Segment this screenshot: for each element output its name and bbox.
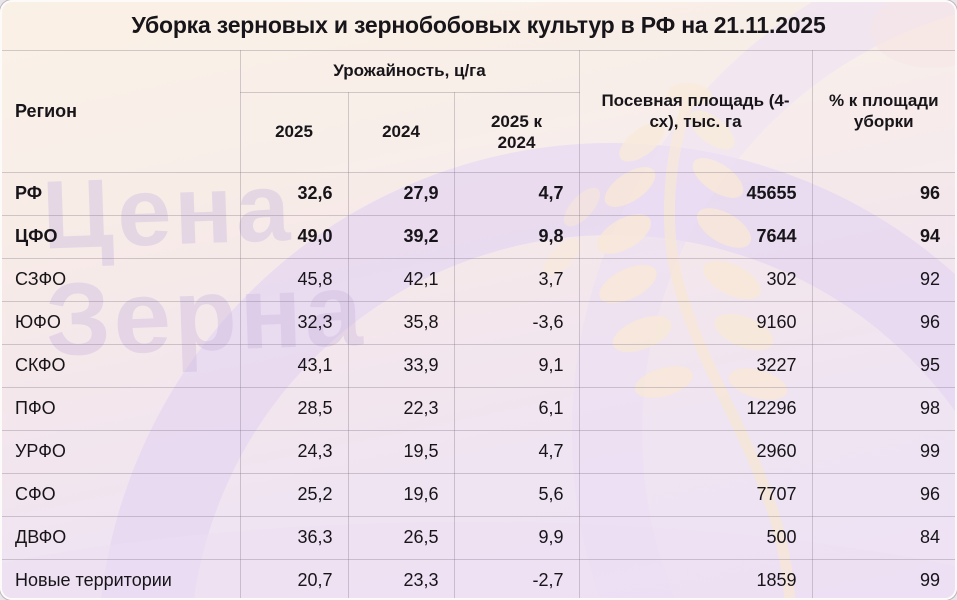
- yield-diff-cell: 9,8: [453, 214, 580, 259]
- column-header-pct: % к площади уборки: [811, 49, 955, 173]
- pct-cell: 92: [811, 257, 955, 302]
- pct-cell: 84: [811, 515, 955, 560]
- area-cell: 12296: [578, 386, 813, 431]
- area-cell: 9160: [578, 300, 813, 345]
- region-cell: УРФО: [2, 429, 241, 474]
- pct-cell: 99: [811, 429, 955, 474]
- yield-2025-cell: 49,0: [239, 214, 349, 259]
- yield-2024-cell: 39,2: [347, 214, 455, 259]
- region-cell: ДВФО: [2, 515, 241, 560]
- table-row: СФО 25,2 19,6 5,6 7707 96: [2, 472, 955, 517]
- area-cell: 500: [578, 515, 813, 560]
- column-header-region: Регион: [2, 49, 241, 173]
- yield-diff-cell: -3,6: [453, 300, 580, 345]
- area-cell: 45655: [578, 171, 813, 216]
- yield-2024-cell: 26,5: [347, 515, 455, 560]
- table-row: ЮФО 32,3 35,8 -3,6 9160 96: [2, 300, 955, 345]
- yield-2025-cell: 24,3: [239, 429, 349, 474]
- pct-cell: 95: [811, 343, 955, 388]
- yield-2024-cell: 27,9: [347, 171, 455, 216]
- area-cell: 302: [578, 257, 813, 302]
- table-row: РФ 32,6 27,9 4,7 45655 96: [2, 171, 955, 216]
- region-cell: СКФО: [2, 343, 241, 388]
- pct-cell: 96: [811, 300, 955, 345]
- pct-cell: 96: [811, 472, 955, 517]
- region-cell: СФО: [2, 472, 241, 517]
- page-title: Уборка зерновых и зернобобовых культур в…: [2, 2, 955, 51]
- area-cell: 2960: [578, 429, 813, 474]
- yield-2025-cell: 32,6: [239, 171, 349, 216]
- yield-diff-cell: -2,7: [453, 558, 580, 598]
- yield-2025-cell: 20,7: [239, 558, 349, 598]
- yield-2024-cell: 33,9: [347, 343, 455, 388]
- yield-2025-cell: 25,2: [239, 472, 349, 517]
- column-header-area: Посевная площадь (4-сх), тыс. га: [578, 49, 813, 173]
- area-cell: 7707: [578, 472, 813, 517]
- yield-2025-cell: 28,5: [239, 386, 349, 431]
- yield-2025-cell: 32,3: [239, 300, 349, 345]
- region-cell: ЦФО: [2, 214, 241, 259]
- column-header-2025: 2025: [239, 91, 349, 173]
- pct-cell: 99: [811, 558, 955, 598]
- yield-2025-cell: 45,8: [239, 257, 349, 302]
- table-row: ЦФО 49,0 39,2 9,8 7644 94: [2, 214, 955, 259]
- area-cell: 7644: [578, 214, 813, 259]
- table-row: ДВФО 36,3 26,5 9,9 500 84: [2, 515, 955, 560]
- table-row: СЗФО 45,8 42,1 3,7 302 92: [2, 257, 955, 302]
- yield-diff-cell: 9,9: [453, 515, 580, 560]
- pct-cell: 96: [811, 171, 955, 216]
- pct-cell: 98: [811, 386, 955, 431]
- yield-2024-cell: 22,3: [347, 386, 455, 431]
- table-row: СКФО 43,1 33,9 9,1 3227 95: [2, 343, 955, 388]
- table-row: ПФО 28,5 22,3 6,1 12296 98: [2, 386, 955, 431]
- area-cell: 3227: [578, 343, 813, 388]
- yield-diff-cell: 4,7: [453, 429, 580, 474]
- yield-2024-cell: 19,6: [347, 472, 455, 517]
- yield-diff-cell: 4,7: [453, 171, 580, 216]
- region-cell: РФ: [2, 171, 241, 216]
- pct-cell: 94: [811, 214, 955, 259]
- region-cell: ПФО: [2, 386, 241, 431]
- table-row: УРФО 24,3 19,5 4,7 2960 99: [2, 429, 955, 474]
- yield-diff-cell: 3,7: [453, 257, 580, 302]
- yield-2024-cell: 19,5: [347, 429, 455, 474]
- yield-diff-cell: 6,1: [453, 386, 580, 431]
- yield-2024-cell: 35,8: [347, 300, 455, 345]
- yield-2025-cell: 43,1: [239, 343, 349, 388]
- column-header-diff: 2025 к 2024: [453, 91, 580, 173]
- region-cell: ЮФО: [2, 300, 241, 345]
- region-cell: Новые территории: [2, 558, 241, 598]
- column-group-yield: Урожайность, ц/га: [239, 49, 580, 93]
- column-header-2024: 2024: [347, 91, 455, 173]
- yield-diff-cell: 5,6: [453, 472, 580, 517]
- area-cell: 1859: [578, 558, 813, 598]
- yield-2024-cell: 23,3: [347, 558, 455, 598]
- yield-diff-cell: 9,1: [453, 343, 580, 388]
- table-row: Новые территории 20,7 23,3 -2,7 1859 99: [2, 558, 955, 598]
- yield-2024-cell: 42,1: [347, 257, 455, 302]
- yield-2025-cell: 36,3: [239, 515, 349, 560]
- region-cell: СЗФО: [2, 257, 241, 302]
